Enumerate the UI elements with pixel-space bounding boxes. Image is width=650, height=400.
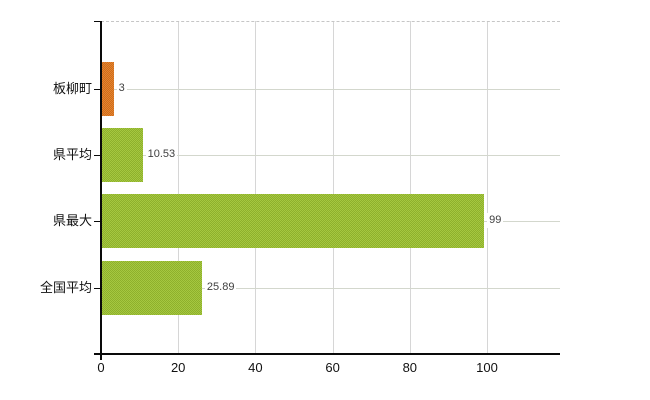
- category-label: 板柳町: [52, 81, 92, 96]
- y-gridline: [101, 155, 560, 157]
- category-label: 県平均: [52, 147, 92, 163]
- bar-全国平均: [102, 260, 202, 315]
- y-tick: [94, 89, 101, 90]
- bar-県平均: [102, 128, 143, 183]
- x-tick-label: 60: [325, 360, 340, 375]
- category-label: 県最大: [52, 213, 92, 229]
- category-label: 全国平均: [39, 279, 92, 295]
- x-gridline: [487, 21, 488, 354]
- y-tick: [94, 155, 101, 157]
- x-tick-label: 100: [476, 360, 498, 375]
- x-tick-label: 40: [248, 360, 263, 375]
- value-label: 99: [487, 213, 504, 229]
- bar-県最大: [102, 194, 485, 249]
- y-tick: [94, 287, 101, 289]
- value-label: 3: [116, 81, 127, 96]
- x-gridline: [409, 21, 411, 354]
- x-tick-label: 0: [97, 360, 105, 375]
- plot-top-border: [101, 21, 560, 22]
- x-tick-label: 80: [402, 360, 418, 375]
- y-axis-end-tick: [94, 21, 101, 22]
- value-label: 25.89: [204, 279, 237, 295]
- y-gridline: [101, 287, 560, 289]
- x-gridline: [178, 21, 180, 354]
- y-gridline: [101, 89, 560, 90]
- value-label: 10.53: [145, 147, 178, 163]
- x-axis-line: [94, 353, 560, 355]
- y-axis-line: [100, 21, 102, 360]
- x-tick-label: 20: [170, 360, 186, 375]
- x-gridline: [332, 21, 334, 354]
- bar-板柳町: [102, 62, 114, 116]
- y-tick: [94, 221, 101, 223]
- x-gridline: [255, 21, 257, 354]
